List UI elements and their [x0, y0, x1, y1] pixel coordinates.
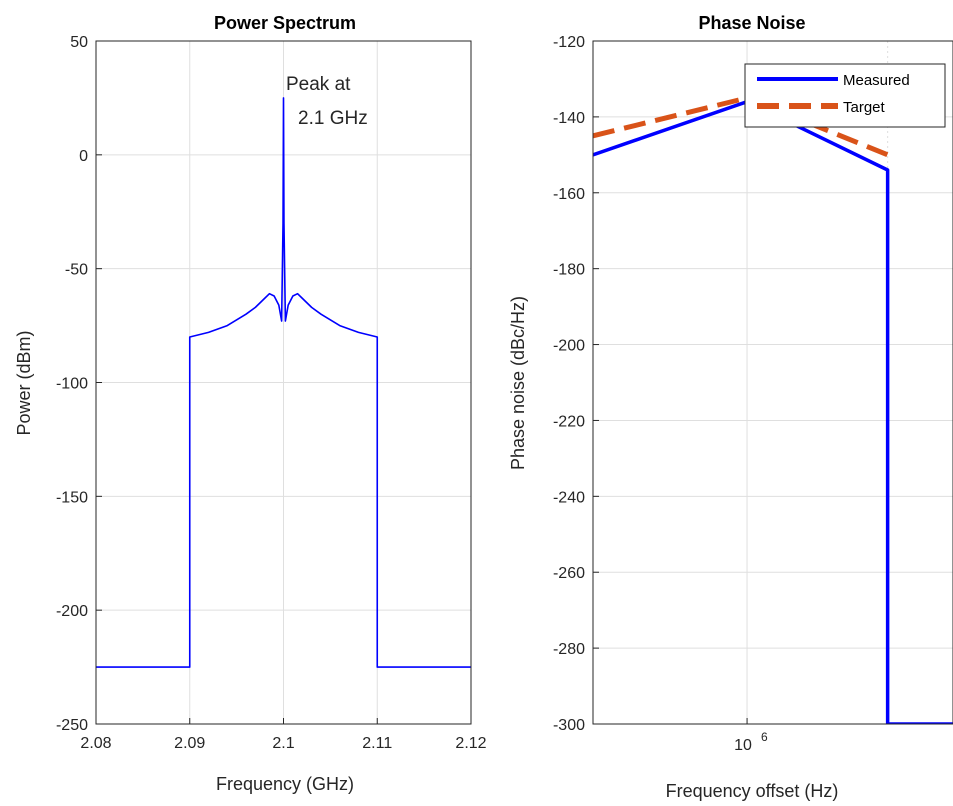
phase-noise-xlabel: Frequency offset (Hz): [666, 781, 839, 801]
x-tick-label: 2.09: [174, 735, 205, 752]
phase-noise-x-ticks: 10 6: [734, 718, 768, 754]
target-line: [593, 95, 889, 158]
phase-noise-grid: [593, 40, 953, 725]
power-spectrum-xlabel: Frequency (GHz): [216, 774, 354, 794]
x-tick-label: 2.1: [272, 735, 294, 752]
phase-noise-axes-box: [592, 40, 953, 725]
y-tick-label: -140: [553, 110, 585, 127]
y-tick-label: -120: [553, 34, 585, 51]
power-spectrum-ylabel: Power (dBm): [14, 330, 34, 435]
x-tick-label-exponent: 6: [761, 730, 768, 744]
y-tick-label: -200: [56, 603, 88, 620]
y-tick-label: -200: [553, 338, 585, 355]
power-spectrum-title: Power Spectrum: [214, 13, 356, 33]
y-tick-label: -180: [553, 262, 585, 279]
y-tick-label: -300: [553, 717, 585, 734]
x-tick-label: 2.12: [455, 735, 486, 752]
x-tick-label: 10: [734, 737, 752, 754]
phase-noise-ylabel: Phase noise (dBc/Hz): [508, 296, 528, 470]
measured-line: [593, 99, 953, 724]
y-tick-label: -100: [56, 376, 88, 393]
y-tick-label: -240: [553, 489, 585, 506]
spectrum-line: [96, 97, 471, 668]
power-spectrum-axes: 2.08 2.09 2.1 2.11 2.12 50 0 -50 -100 -150 -200 -2…: [14, 13, 487, 794]
power-spectrum-series: [96, 97, 471, 668]
y-tick-label: -220: [553, 413, 585, 430]
y-tick-label: -250: [56, 717, 88, 734]
power-spectrum-y-ticks: 50 0 -50 -100 -150 -200 -250: [56, 34, 102, 734]
legend-box: [744, 63, 946, 128]
phase-noise-y-ticks: -120 -140 -160 -180 -200 -220 -240 -260 -280 -300: [553, 34, 599, 734]
y-tick-label: -150: [56, 489, 88, 506]
peak-annotation-line-1: Peak at: [286, 74, 351, 95]
legend-target-label: Target: [843, 99, 886, 116]
y-tick-label: -160: [553, 186, 585, 203]
phase-noise-legend: Measured Target: [744, 63, 946, 128]
legend-measured-label: Measured: [843, 72, 910, 89]
y-tick-label: 50: [70, 34, 88, 51]
phase-noise-series: [593, 95, 953, 724]
power-spectrum-x-ticks: 2.08 2.09 2.1 2.11 2.12: [80, 718, 487, 752]
y-tick-label: 0: [79, 148, 88, 165]
x-tick-label: 2.08: [80, 735, 111, 752]
x-tick-label: 2.11: [362, 735, 392, 752]
y-tick-label: -260: [553, 565, 585, 582]
y-tick-label: -50: [65, 262, 88, 279]
peak-annotation-line-2: 2.1 GHz: [298, 108, 368, 129]
phase-noise-title: Phase Noise: [698, 13, 805, 33]
phase-noise-axes: 10 6 -120 -140 -160 -180 -200 -220 -240 -260 -280…: [508, 13, 953, 801]
y-tick-label: -280: [553, 641, 585, 658]
